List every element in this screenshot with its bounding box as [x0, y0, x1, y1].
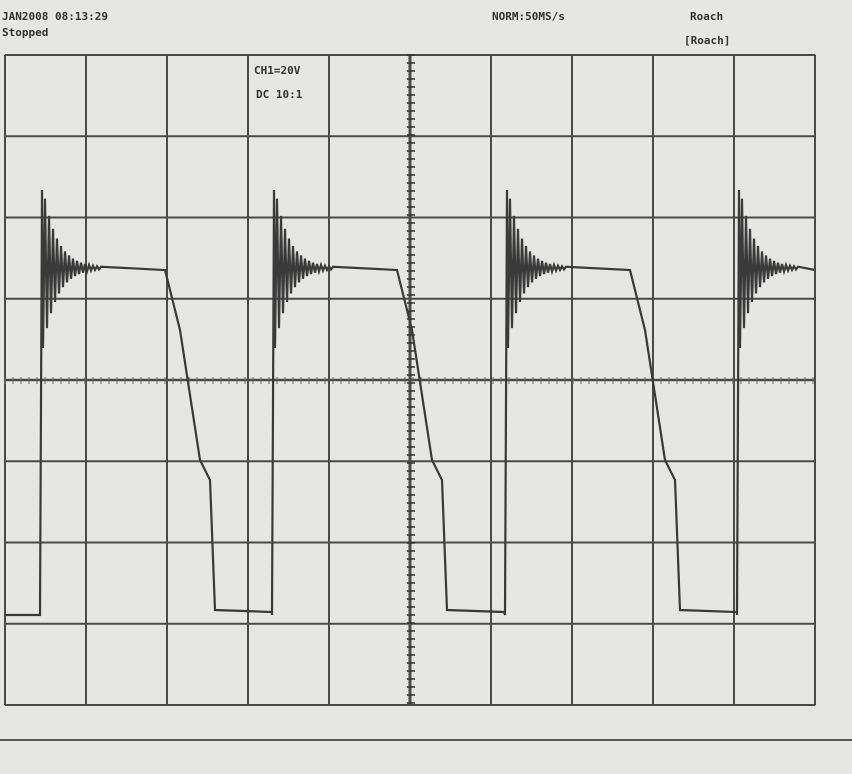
channel-coupling: DC 10:1 — [256, 88, 303, 101]
timestamp: JAN2008 08:13:29 — [2, 10, 108, 23]
channel-scale: CH1=20V — [254, 64, 301, 77]
background — [0, 0, 852, 774]
trigger-mode: Roach — [690, 10, 723, 23]
run-state: Stopped — [2, 26, 48, 39]
trigger-mode-sub: [Roach] — [684, 34, 730, 47]
scope-screen: JAN2008 08:13:29 Stopped NORM:50MS/s Roa… — [0, 0, 852, 774]
timebase: NORM:50MS/s — [492, 10, 565, 23]
